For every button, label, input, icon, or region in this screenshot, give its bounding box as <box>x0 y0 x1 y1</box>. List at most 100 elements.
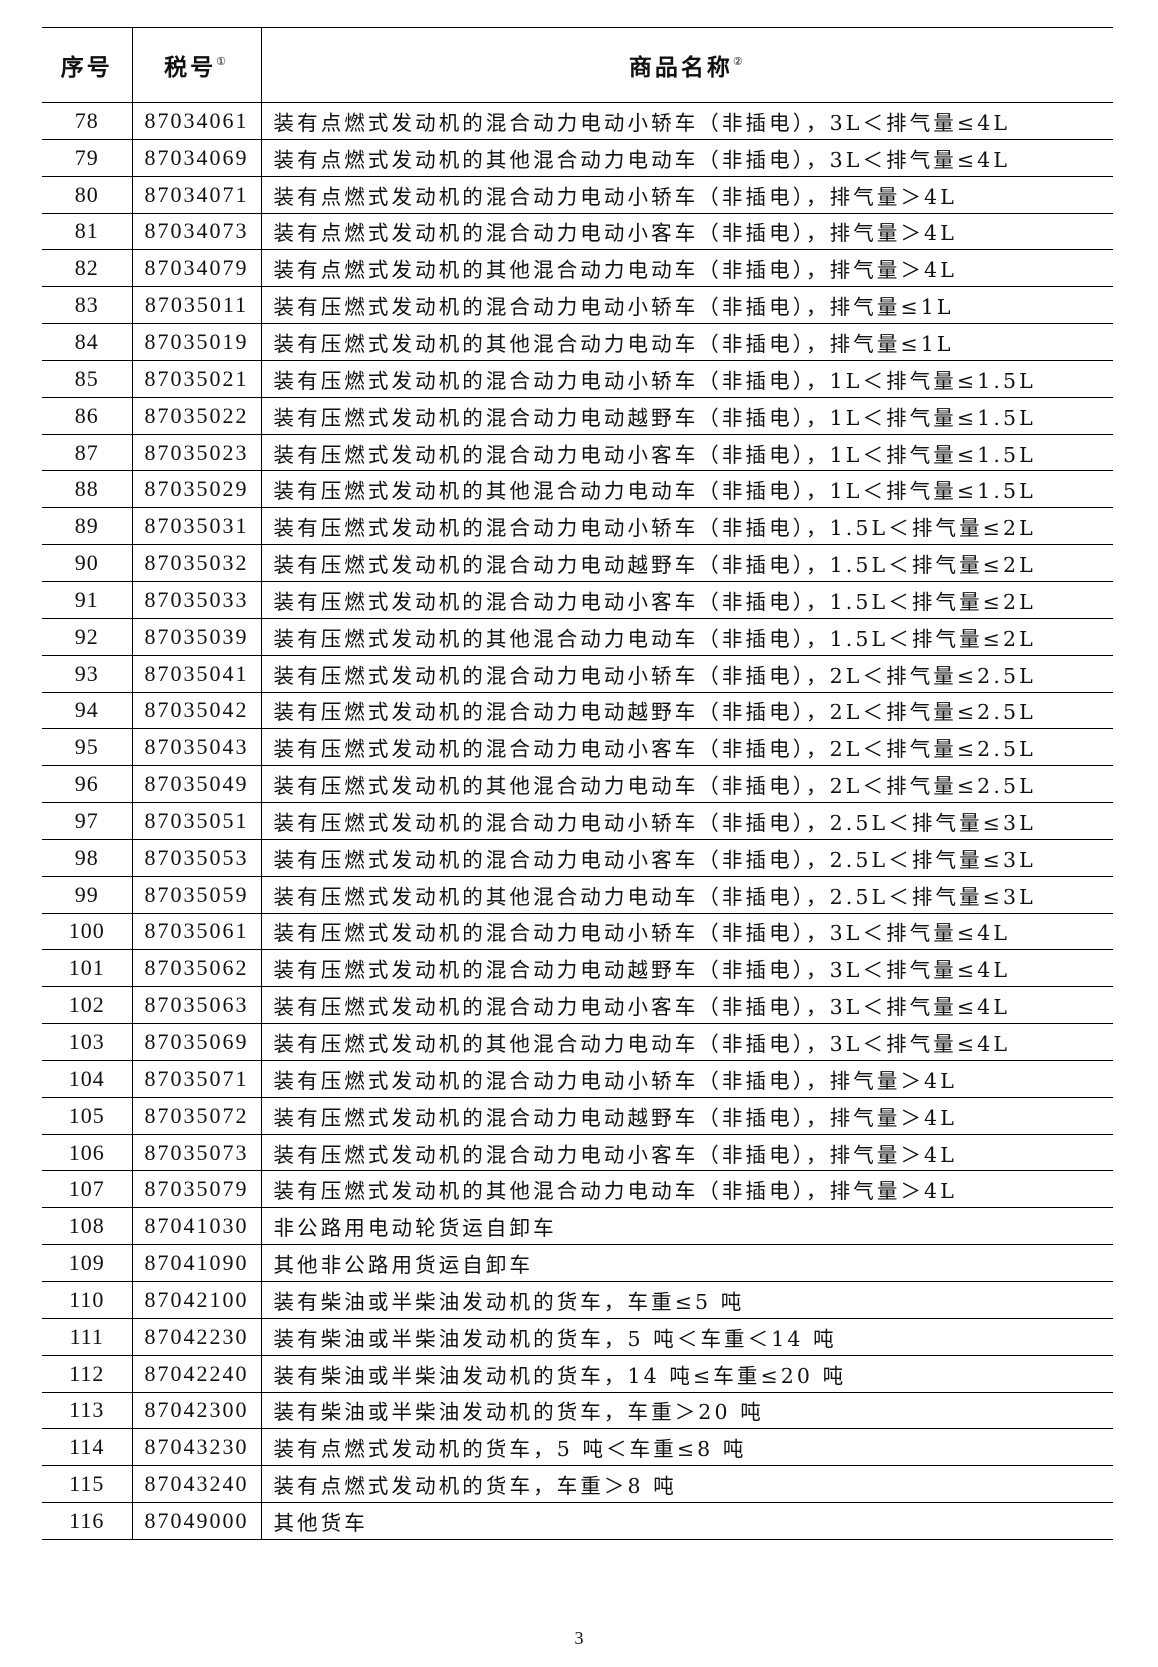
row-code: 87035072 <box>131 1097 261 1135</box>
row-code: 87042230 <box>131 1318 261 1356</box>
row-code: 87034061 <box>131 102 261 140</box>
row-seq: 107 <box>42 1170 132 1209</box>
table-row: 107 87035079 装有压燃式发动机的其他混合动力电动车（非插电），排气量＞4… <box>42 1170 1113 1209</box>
row-code: 87042300 <box>131 1392 261 1430</box>
row-code: 87034079 <box>131 249 261 288</box>
row-name: 装有压燃式发动机的其他混合动力电动车（非插电），2L＜排气量≤2.5L <box>260 765 1113 804</box>
row-seq: 91 <box>42 581 132 619</box>
header-name: 商品名称② <box>260 27 1113 103</box>
row-name: 装有柴油或半柴油发动机的货车，车重≤5 吨 <box>260 1281 1113 1319</box>
row-name: 装有点燃式发动机的混合动力电动小客车（非插电），排气量＞4L <box>260 213 1113 251</box>
row-name: 装有压燃式发动机的混合动力电动小客车（非插电），2L＜排气量≤2.5L <box>260 728 1113 767</box>
table-row: 115 87043240 装有点燃式发动机的货车，车重＞8 吨 <box>42 1465 1113 1504</box>
row-code: 87035051 <box>131 802 261 840</box>
table-row: 98 87035053 装有压燃式发动机的混合动力电动小客车（非插电），2.5L＜排… <box>42 839 1113 877</box>
row-name: 装有柴油或半柴油发动机的货车，车重＞20 吨 <box>260 1392 1113 1430</box>
table-row: 79 87034069 装有点燃式发动机的其他混合动力电动车（非插电），3L＜排气量… <box>42 139 1113 177</box>
row-seq: 97 <box>42 802 132 840</box>
row-name: 装有压燃式发动机的混合动力电动小客车（非插电），排气量＞4L <box>260 1134 1113 1172</box>
row-name: 装有压燃式发动机的其他混合动力电动车（非插电），排气量＞4L <box>260 1170 1113 1209</box>
table-row: 105 87035072 装有压燃式发动机的混合动力电动越野车（非插电），排气量＞4… <box>42 1097 1113 1135</box>
table-row: 97 87035051 装有压燃式发动机的混合动力电动小轿车（非插电），2.5L＜排… <box>42 802 1113 840</box>
row-code: 87041030 <box>131 1207 261 1246</box>
row-name: 装有压燃式发动机的混合动力电动小轿车（非插电），1L＜排气量≤1.5L <box>260 360 1113 398</box>
table-row: 110 87042100 装有柴油或半柴油发动机的货车，车重≤5 吨 <box>42 1281 1113 1319</box>
row-seq: 84 <box>42 323 132 361</box>
row-name: 装有压燃式发动机的其他混合动力电动车（非插电），排气量≤1L <box>260 323 1113 361</box>
row-seq: 96 <box>42 765 132 804</box>
row-code: 87035019 <box>131 323 261 361</box>
row-name: 装有点燃式发动机的混合动力电动小轿车（非插电），3L＜排气量≤4L <box>260 102 1113 140</box>
row-code: 87034069 <box>131 139 261 177</box>
row-seq: 93 <box>42 655 132 693</box>
row-code: 87042240 <box>131 1355 261 1393</box>
row-name: 装有压燃式发动机的其他混合动力电动车（非插电），3L＜排气量≤4L <box>260 1023 1113 1061</box>
row-seq: 85 <box>42 360 132 398</box>
row-seq: 98 <box>42 839 132 877</box>
row-seq: 114 <box>42 1428 132 1467</box>
row-seq: 112 <box>42 1355 132 1393</box>
row-seq: 102 <box>42 986 132 1025</box>
table-row: 106 87035073 装有压燃式发动机的混合动力电动小客车（非插电），排气量＞4… <box>42 1134 1113 1172</box>
row-code: 87035029 <box>131 470 261 509</box>
row-code: 87035043 <box>131 728 261 767</box>
row-seq: 83 <box>42 286 132 325</box>
row-code: 87035071 <box>131 1060 261 1098</box>
table-row: 108 87041030 非公路用电动轮货运自卸车 <box>42 1207 1113 1246</box>
table-row: 85 87035021 装有压燃式发动机的混合动力电动小轿车（非插电），1L＜排气量… <box>42 360 1113 398</box>
row-name: 装有柴油或半柴油发动机的货车，14 吨≤车重≤20 吨 <box>260 1355 1113 1393</box>
row-name: 装有压燃式发动机的混合动力电动小轿车（非插电），1.5L＜排气量≤2L <box>260 507 1113 546</box>
row-name: 装有压燃式发动机的混合动力电动小客车（非插电），3L＜排气量≤4L <box>260 986 1113 1025</box>
table-row: 90 87035032 装有压燃式发动机的混合动力电动越野车（非插电），1.5L＜排… <box>42 544 1113 582</box>
row-code: 87035042 <box>131 692 261 730</box>
table-row: 81 87034073 装有点燃式发动机的混合动力电动小客车（非插电），排气量＞4L <box>42 213 1113 251</box>
table-row: 84 87035019 装有压燃式发动机的其他混合动力电动车（非插电），排气量≤1L <box>42 323 1113 361</box>
row-code: 87043240 <box>131 1465 261 1504</box>
table-row: 86 87035022 装有压燃式发动机的混合动力电动越野车（非插电），1L＜排气量… <box>42 397 1113 435</box>
row-name: 装有压燃式发动机的混合动力电动小客车（非插电），2.5L＜排气量≤3L <box>260 839 1113 877</box>
row-seq: 81 <box>42 213 132 251</box>
row-seq: 82 <box>42 249 132 288</box>
row-name: 装有压燃式发动机的混合动力电动小客车（非插电），1L＜排气量≤1.5L <box>260 434 1113 472</box>
row-seq: 111 <box>42 1318 132 1356</box>
row-name: 其他非公路用货运自卸车 <box>260 1244 1113 1282</box>
row-name: 装有压燃式发动机的混合动力电动小轿车（非插电），2.5L＜排气量≤3L <box>260 802 1113 840</box>
table-row: 100 87035061 装有压燃式发动机的混合动力电动小轿车（非插电），3L＜排气… <box>42 913 1113 951</box>
row-code: 87035031 <box>131 507 261 546</box>
row-seq: 110 <box>42 1281 132 1319</box>
row-seq: 108 <box>42 1207 132 1246</box>
row-seq: 109 <box>42 1244 132 1282</box>
row-name: 其他货车 <box>260 1502 1113 1540</box>
table-row: 80 87034071 装有点燃式发动机的混合动力电动小轿车（非插电），排气量＞4L <box>42 176 1113 214</box>
row-code: 87035079 <box>131 1170 261 1209</box>
table-row: 95 87035043 装有压燃式发动机的混合动力电动小客车（非插电），2L＜排气量… <box>42 728 1113 767</box>
row-code: 87041090 <box>131 1244 261 1282</box>
table-row: 83 87035011 装有压燃式发动机的混合动力电动小轿车（非插电），排气量≤1L <box>42 286 1113 325</box>
table-row: 103 87035069 装有压燃式发动机的其他混合动力电动车（非插电），3L＜排气… <box>42 1023 1113 1061</box>
row-code: 87035063 <box>131 986 261 1025</box>
table-row: 99 87035059 装有压燃式发动机的其他混合动力电动车（非插电），2.5L＜排… <box>42 876 1113 914</box>
row-code: 87034071 <box>131 176 261 214</box>
row-code: 87035062 <box>131 949 261 988</box>
table-row: 94 87035042 装有压燃式发动机的混合动力电动越野车（非插电），2L＜排气量… <box>42 692 1113 730</box>
row-name: 非公路用电动轮货运自卸车 <box>260 1207 1113 1246</box>
row-seq: 106 <box>42 1134 132 1172</box>
table-row: 78 87034061 装有点燃式发动机的混合动力电动小轿车（非插电），3L＜排气量… <box>42 102 1113 140</box>
row-seq: 113 <box>42 1392 132 1430</box>
row-name: 装有压燃式发动机的混合动力电动越野车（非插电），1.5L＜排气量≤2L <box>260 544 1113 582</box>
row-code: 87043230 <box>131 1428 261 1467</box>
row-code: 87049000 <box>131 1502 261 1540</box>
row-code: 87035021 <box>131 360 261 398</box>
row-name: 装有柴油或半柴油发动机的货车，5 吨＜车重＜14 吨 <box>260 1318 1113 1356</box>
row-name: 装有压燃式发动机的混合动力电动小轿车（非插电），2L＜排气量≤2.5L <box>260 655 1113 693</box>
row-name: 装有压燃式发动机的混合动力电动小轿车（非插电），排气量＞4L <box>260 1060 1113 1098</box>
table-row: 113 87042300 装有柴油或半柴油发动机的货车，车重＞20 吨 <box>42 1392 1113 1430</box>
row-name: 装有压燃式发动机的混合动力电动越野车（非插电），1L＜排气量≤1.5L <box>260 397 1113 435</box>
row-seq: 79 <box>42 139 132 177</box>
row-name: 装有点燃式发动机的货车，车重＞8 吨 <box>260 1465 1113 1504</box>
row-code: 87035011 <box>131 286 261 325</box>
row-code: 87035041 <box>131 655 261 693</box>
row-seq: 104 <box>42 1060 132 1098</box>
footnote-mark: ① <box>216 55 229 68</box>
table-row: 82 87034079 装有点燃式发动机的其他混合动力电动车（非插电），排气量＞4L <box>42 249 1113 288</box>
